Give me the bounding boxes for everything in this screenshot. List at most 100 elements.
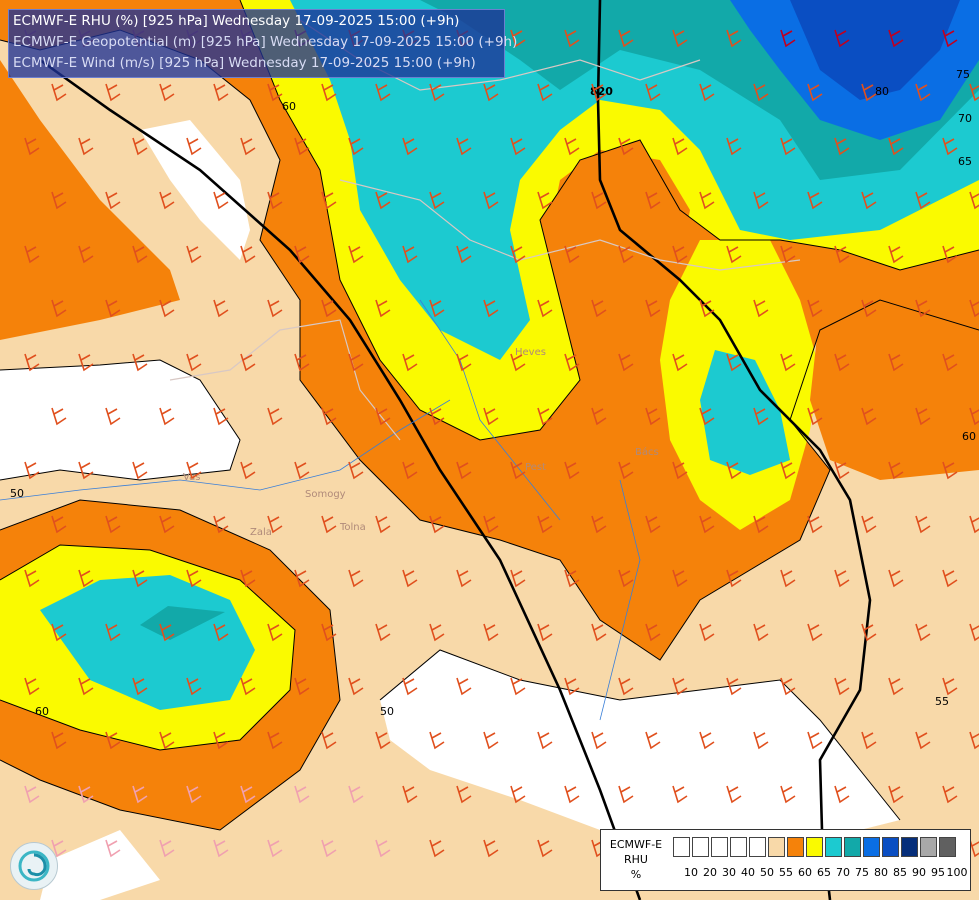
rhu-below-50-region-south-west bbox=[40, 830, 160, 900]
wind-barb bbox=[294, 245, 310, 264]
contour-label: 80 bbox=[875, 85, 889, 98]
wind-barb bbox=[591, 299, 607, 318]
wind-barb bbox=[834, 353, 850, 372]
wind-barb bbox=[645, 83, 661, 102]
wind-barb bbox=[834, 245, 850, 264]
wind-barb bbox=[510, 137, 526, 156]
wind-barb bbox=[645, 299, 661, 318]
wind-barb bbox=[888, 137, 904, 156]
legend-swatch bbox=[863, 837, 880, 857]
wind-barb bbox=[402, 353, 418, 372]
wind-barb bbox=[429, 731, 445, 750]
wind-barb bbox=[294, 677, 310, 696]
legend-swatch bbox=[825, 837, 842, 857]
wind-barb bbox=[294, 461, 310, 480]
wind-barb bbox=[699, 623, 715, 642]
wind-barb bbox=[51, 299, 67, 318]
legend-swatch bbox=[920, 837, 937, 857]
wind-barb bbox=[510, 461, 526, 480]
wind-barb bbox=[753, 299, 769, 318]
legend-tick: 100 bbox=[946, 866, 968, 879]
wind-barb bbox=[969, 731, 979, 750]
wind-barb bbox=[213, 515, 229, 534]
wind-barb bbox=[537, 839, 553, 858]
wind-barb bbox=[672, 29, 688, 48]
wind-barb bbox=[915, 191, 931, 210]
wind-barb bbox=[51, 191, 67, 210]
wind-barb bbox=[645, 191, 661, 210]
wind-barb bbox=[159, 839, 175, 858]
wind-barb bbox=[807, 299, 823, 318]
contour-label: 60 bbox=[35, 705, 49, 718]
legend-swatch bbox=[806, 837, 823, 857]
wind-barb bbox=[24, 677, 40, 696]
rhu-55-60-tongue bbox=[550, 150, 690, 460]
wind-barb bbox=[618, 245, 634, 264]
wind-barb bbox=[942, 785, 958, 804]
wind-barb bbox=[564, 569, 580, 588]
wind-barb bbox=[537, 407, 553, 426]
wind-barb bbox=[294, 353, 310, 372]
legend-model: ECMWF-E bbox=[609, 838, 663, 851]
contour-label: 50 bbox=[380, 705, 394, 718]
wind-barb bbox=[699, 83, 715, 102]
wind-barb bbox=[564, 461, 580, 480]
wind-barb bbox=[564, 137, 580, 156]
rhu-65-70-region-south-west bbox=[40, 575, 255, 710]
rhu-below-50-region-north-west bbox=[140, 120, 250, 260]
wind-barb bbox=[375, 623, 391, 642]
wind-barb bbox=[105, 299, 121, 318]
wind-barb bbox=[267, 83, 283, 102]
legend-swatch bbox=[673, 837, 690, 857]
wind-barb bbox=[888, 353, 904, 372]
wind-barb bbox=[753, 407, 769, 426]
wind-barb bbox=[294, 569, 310, 588]
wind-barb bbox=[942, 353, 958, 372]
legend-swatch bbox=[711, 837, 728, 857]
wind-barb bbox=[672, 677, 688, 696]
wind-barb bbox=[645, 515, 661, 534]
wind-barb bbox=[537, 731, 553, 750]
wind-barb bbox=[564, 785, 580, 804]
wind-barb bbox=[456, 785, 472, 804]
wind-title: ECMWF-E Wind (m/s) [925 hPa] Wednesday 1… bbox=[13, 55, 476, 71]
wind-barb bbox=[807, 623, 823, 642]
wind-barb bbox=[726, 353, 742, 372]
wind-barb bbox=[969, 299, 979, 318]
wind-barb bbox=[51, 407, 67, 426]
wind-barb bbox=[105, 839, 121, 858]
wind-barb bbox=[807, 191, 823, 210]
wind-barb bbox=[618, 677, 634, 696]
wind-barb bbox=[348, 569, 364, 588]
contour-label: 55 bbox=[935, 695, 949, 708]
wind-barb bbox=[537, 83, 553, 102]
wind-barb bbox=[240, 785, 256, 804]
rhu-55-60-region-west bbox=[0, 60, 180, 340]
contour-label: 60 bbox=[962, 430, 976, 443]
wind-barb bbox=[78, 353, 94, 372]
legend-swatch bbox=[901, 837, 918, 857]
wind-barb bbox=[969, 191, 979, 210]
rhu-65-70-region-east bbox=[700, 350, 790, 475]
wind-barb bbox=[213, 83, 229, 102]
wind-barb bbox=[780, 677, 796, 696]
wind-barb bbox=[159, 299, 175, 318]
wind-barb bbox=[321, 299, 337, 318]
legend-tick: 65 bbox=[817, 866, 831, 879]
wind-barb bbox=[834, 461, 850, 480]
wind-barb bbox=[780, 785, 796, 804]
wind-barb bbox=[186, 353, 202, 372]
legend-tick: 50 bbox=[760, 866, 774, 879]
wind-barb bbox=[861, 407, 877, 426]
wind-barb bbox=[915, 299, 931, 318]
wind-barb bbox=[105, 83, 121, 102]
wind-barb bbox=[348, 245, 364, 264]
wind-barb bbox=[24, 353, 40, 372]
wind-barb bbox=[699, 515, 715, 534]
wind-barb bbox=[726, 677, 742, 696]
legend-tick: 55 bbox=[779, 866, 793, 879]
wind-barb bbox=[942, 569, 958, 588]
wind-barb bbox=[78, 137, 94, 156]
wind-barb bbox=[186, 677, 202, 696]
